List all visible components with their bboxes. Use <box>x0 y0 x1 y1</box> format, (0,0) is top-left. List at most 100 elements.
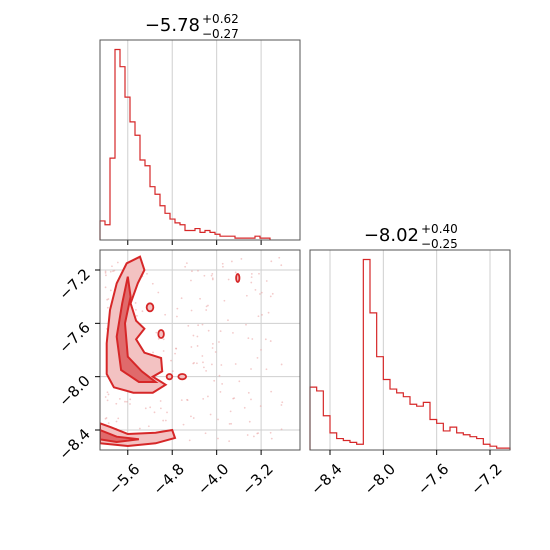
sample-point <box>104 417 107 420</box>
sample-point <box>256 432 259 435</box>
sample-point <box>211 277 214 280</box>
sample-point <box>257 315 260 318</box>
title-param1: −5.78 +0.62 −0.27 <box>145 12 239 41</box>
sample-point <box>190 346 193 348</box>
sample-point <box>118 397 121 400</box>
sample-point <box>281 401 284 404</box>
sample-point <box>227 319 229 322</box>
sample-point <box>129 398 132 401</box>
sample-point <box>155 331 158 334</box>
sample-point <box>261 313 263 316</box>
title-param1-minus: −0.27 <box>202 27 239 41</box>
sample-point <box>151 282 154 285</box>
histogram-param1 <box>99 48 271 240</box>
sample-point <box>250 398 252 401</box>
sample-point <box>254 288 257 291</box>
sample-point <box>202 397 205 400</box>
title-param1-plus: +0.62 <box>202 12 239 26</box>
joint-frame <box>99 249 301 451</box>
sample-point <box>170 359 172 362</box>
joint-y-tick-label: −7.6 <box>55 318 93 356</box>
contour-island <box>145 302 155 313</box>
sample-point <box>230 260 233 263</box>
sample-point <box>192 334 195 337</box>
sample-point <box>210 363 213 366</box>
sample-point <box>162 338 165 341</box>
sample-point <box>203 274 206 277</box>
contour-island <box>157 329 165 339</box>
sample-point <box>229 410 232 413</box>
sample-point <box>245 294 248 297</box>
sample-point <box>104 272 107 274</box>
sample-point <box>234 271 237 274</box>
sample-point <box>190 309 193 312</box>
sample-point <box>197 324 200 327</box>
sample-point <box>204 432 207 435</box>
sample-point <box>107 422 110 425</box>
sample-point <box>260 348 262 351</box>
sample-point <box>230 422 233 425</box>
sample-point <box>141 310 144 313</box>
sample-point <box>280 363 283 366</box>
sample-point <box>126 400 128 403</box>
sample-point <box>205 370 208 372</box>
title-param1-value: −5.78 <box>145 15 200 36</box>
sample-point <box>222 265 224 268</box>
sample-point <box>207 329 210 332</box>
sample-point <box>250 281 253 284</box>
sample-point <box>209 413 212 416</box>
sample-point <box>109 270 112 273</box>
sample-point <box>104 396 107 398</box>
sample-point <box>185 262 188 265</box>
sample-point <box>211 272 214 275</box>
sample-point <box>265 368 268 371</box>
sample-point <box>267 311 270 314</box>
sample-point <box>201 323 204 326</box>
right-x-tick-label: −7.2 <box>467 460 505 498</box>
sample-point <box>188 439 191 442</box>
sample-point <box>115 420 118 423</box>
sample-point <box>129 403 131 405</box>
sample-point <box>171 370 174 373</box>
sample-point <box>245 323 247 326</box>
sample-point <box>280 428 283 431</box>
sample-point <box>217 437 219 440</box>
sample-point <box>187 324 190 327</box>
sample-point <box>124 400 126 403</box>
sample-point <box>270 390 273 393</box>
sample-point <box>269 340 272 342</box>
sample-point <box>182 423 185 426</box>
title-param2-value: −8.02 <box>364 225 419 246</box>
sample-point <box>106 391 109 394</box>
sample-point <box>232 397 235 400</box>
sample-point <box>147 425 150 428</box>
sample-point <box>134 302 137 304</box>
sample-point <box>221 262 224 265</box>
sample-point <box>176 307 179 310</box>
joint-x-tick-label: −5.6 <box>105 460 143 498</box>
sample-point <box>199 297 201 300</box>
sample-point <box>259 293 261 295</box>
sample-point <box>190 279 192 282</box>
sample-point <box>265 280 268 282</box>
sample-point <box>192 417 195 419</box>
sample-point <box>227 278 230 281</box>
sample-point <box>218 374 221 377</box>
sample-point <box>157 291 160 294</box>
sample-point <box>270 260 273 263</box>
sample-point <box>269 431 272 434</box>
sample-point <box>271 292 274 295</box>
sample-point <box>135 314 138 317</box>
sample-point <box>258 272 260 275</box>
joint-y-tick-label: −8.4 <box>55 425 93 463</box>
sample-point <box>223 299 226 302</box>
sample-point <box>146 272 148 275</box>
sample-point <box>153 411 156 414</box>
sample-point <box>162 419 165 422</box>
contour-island <box>165 373 174 381</box>
title-param2-minus: −0.25 <box>421 237 458 251</box>
marginal-param1-panel <box>99 39 301 245</box>
sample-point <box>162 350 165 352</box>
marginal-param2-panel: −8.4 −8.0 −7.6 −7.2 <box>307 249 511 499</box>
sample-point <box>220 364 223 366</box>
